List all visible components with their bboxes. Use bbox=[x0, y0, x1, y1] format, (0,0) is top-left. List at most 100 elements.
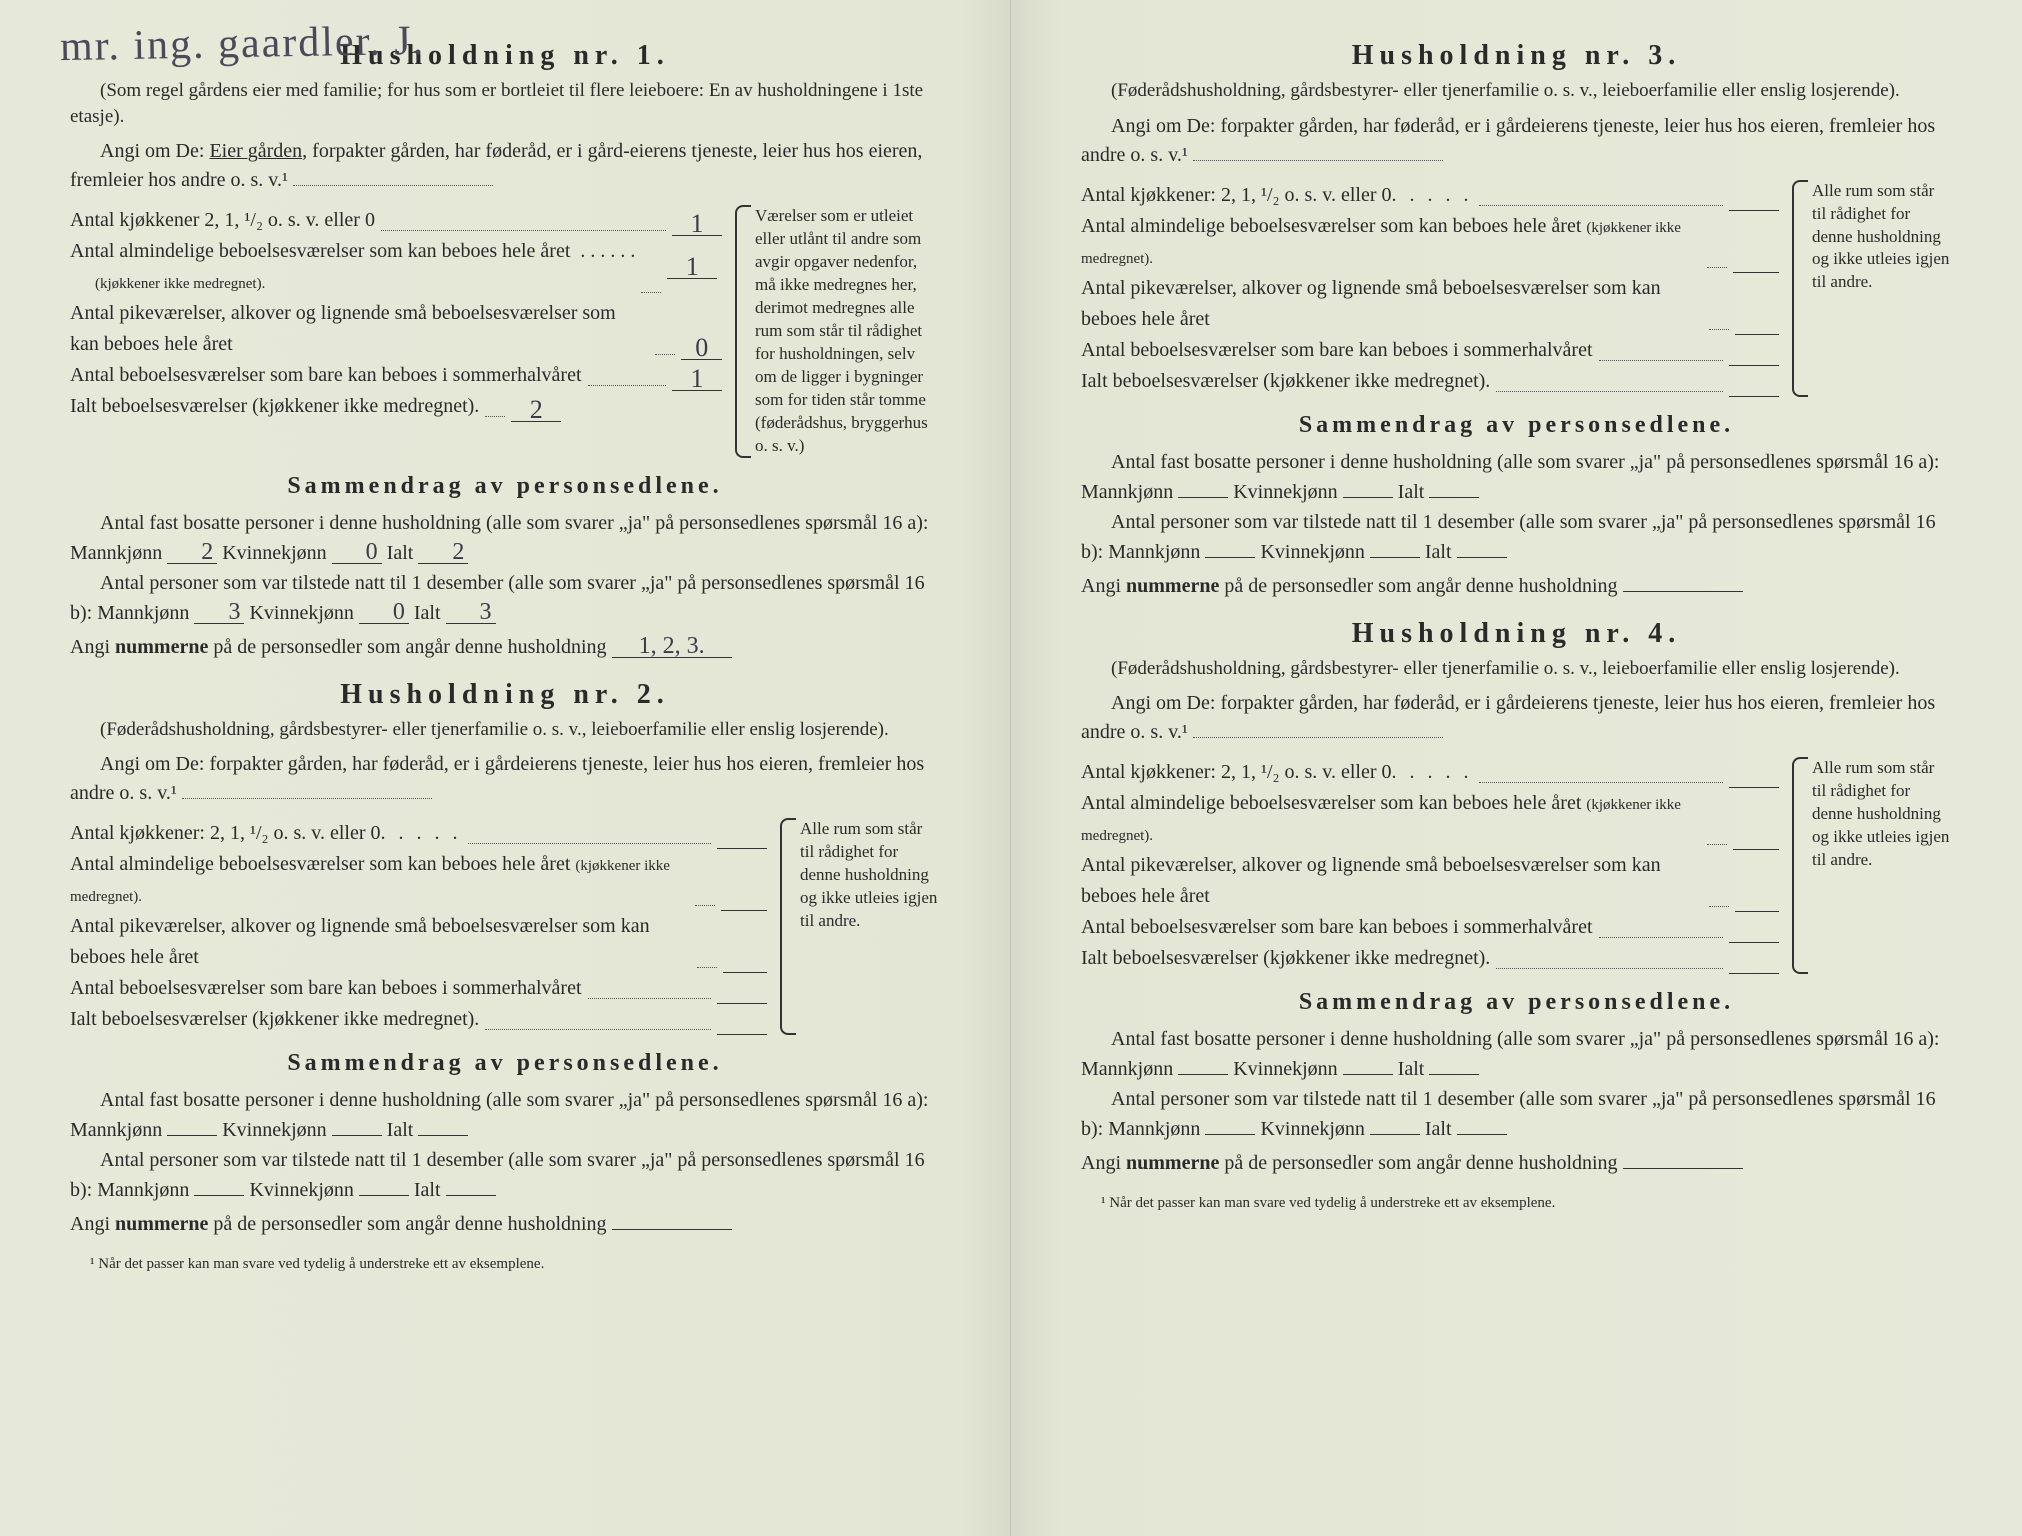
rooms-left: Antal kjøkkener: 2, 1, ¹/₂ o. s. v. elle… bbox=[70, 818, 767, 1035]
summer-value[interactable] bbox=[717, 1003, 767, 1004]
a-ialt-value[interactable] bbox=[418, 1135, 468, 1136]
a-mann-value[interactable] bbox=[167, 1135, 217, 1136]
household-3-title: Husholdning nr. 3. bbox=[1081, 40, 1952, 72]
mann-label: Mannkjønn bbox=[70, 1119, 162, 1141]
summary-16b: Antal personer som var tilstede natt til… bbox=[1081, 1084, 1952, 1144]
kitchen-value[interactable] bbox=[1729, 787, 1779, 788]
kvinne-label: Kvinnekjønn bbox=[222, 542, 326, 564]
a-kvinne-value[interactable] bbox=[1343, 1074, 1393, 1075]
footnote-right: ¹ Når det passer kan man svare ved tydel… bbox=[1081, 1195, 1952, 1212]
summary-16b: Antal personer som var tilstede natt til… bbox=[70, 1145, 940, 1205]
kitchen-label: Antal kjøkkener: 2, 1, ¹/₂ o. s. v. elle… bbox=[70, 818, 381, 849]
summer-row: Antal beboelsesværelser som bare kan beb… bbox=[1081, 335, 1779, 366]
total-value[interactable] bbox=[1729, 396, 1779, 397]
page-right: Husholdning nr. 3. (Føderådshusholdning,… bbox=[1011, 0, 2022, 1536]
total-label: Ialt beboelsesværelser (kjøkkener ikke m… bbox=[70, 391, 479, 422]
b-kvinne-value[interactable]: 0 bbox=[359, 602, 409, 625]
footnote-left: ¹ Når det passer kan man svare ved tydel… bbox=[70, 1256, 940, 1273]
a-kvinne-value[interactable] bbox=[332, 1135, 382, 1136]
b-ialt-value[interactable] bbox=[446, 1195, 496, 1196]
a-mann-value[interactable] bbox=[1178, 1074, 1228, 1075]
total-label: Ialt beboelsesværelser (kjøkkener ikke m… bbox=[1081, 943, 1490, 974]
maid-value[interactable] bbox=[1735, 334, 1779, 335]
b-mann-value[interactable] bbox=[1205, 1134, 1255, 1135]
summer-value[interactable]: 1 bbox=[672, 367, 722, 391]
line16b-text: Antal personer som var tilstede natt til… bbox=[1081, 511, 1936, 563]
summary-16a: Antal fast bosatte personer i denne hush… bbox=[70, 1085, 940, 1145]
angi-underlined: Eier gården bbox=[209, 140, 302, 162]
mann-label: Mannkjønn bbox=[1108, 1118, 1200, 1140]
maid-label: Antal pikeværelser, alkover og lignende … bbox=[1081, 273, 1703, 335]
maid-row: Antal pikeværelser, alkover og lignende … bbox=[1081, 850, 1779, 912]
angi-blank[interactable] bbox=[1193, 160, 1443, 161]
household-4-intro: (Føderådshusholdning, gårdsbestyrer- ell… bbox=[1081, 656, 1952, 682]
angi-num-value[interactable] bbox=[1623, 591, 1743, 592]
total-value[interactable]: 2 bbox=[511, 398, 561, 422]
a-kvinne-value[interactable] bbox=[1343, 497, 1393, 498]
side-note-text: Alle rum som står til rådighet for denne… bbox=[1812, 181, 1949, 292]
maid-value[interactable] bbox=[723, 972, 767, 973]
ialt-label: Ialt bbox=[414, 602, 441, 624]
angi-num-line: Angi nummerne på de personsedler som ang… bbox=[70, 636, 940, 659]
kitchen-value[interactable] bbox=[1729, 210, 1779, 211]
household-2-title: Husholdning nr. 2. bbox=[70, 679, 940, 711]
total-value[interactable] bbox=[1729, 973, 1779, 974]
b-ialt-value[interactable]: 3 bbox=[446, 602, 496, 625]
b-mann-value[interactable] bbox=[194, 1195, 244, 1196]
b-ialt-value[interactable] bbox=[1457, 1134, 1507, 1135]
summer-row: Antal beboelsesværelser som bare kan beb… bbox=[70, 360, 722, 391]
a-mann-value[interactable] bbox=[1178, 497, 1228, 498]
a-ialt-value[interactable] bbox=[1429, 497, 1479, 498]
angi-blank[interactable] bbox=[1193, 737, 1443, 738]
a-kvinne-value[interactable]: 0 bbox=[332, 542, 382, 565]
summer-label: Antal beboelsesværelser som bare kan beb… bbox=[70, 973, 582, 1004]
angi-num-line: Angi nummerne på de personsedler som ang… bbox=[70, 1213, 940, 1236]
b-kvinne-value[interactable] bbox=[1370, 1134, 1420, 1135]
ordinary-value[interactable]: 1 bbox=[667, 255, 717, 279]
angi-num-value[interactable] bbox=[612, 1229, 732, 1230]
side-note-text: Alle rum som står til rådighet for denne… bbox=[1812, 758, 1949, 869]
kitchen-value[interactable] bbox=[717, 848, 767, 849]
mann-label: Mannkjønn bbox=[70, 542, 162, 564]
summary-16b: Antal personer som var tilstede natt til… bbox=[1081, 507, 1952, 567]
angi-num-value[interactable] bbox=[1623, 1168, 1743, 1169]
household-2-intro: (Føderådshusholdning, gårdsbestyrer- ell… bbox=[70, 717, 940, 743]
dots bbox=[641, 292, 661, 293]
angi-blank[interactable] bbox=[182, 798, 432, 799]
dots bbox=[588, 998, 711, 999]
dots bbox=[588, 385, 666, 386]
dots bbox=[1496, 391, 1723, 392]
maid-label: Antal pikeværelser, alkover og lignende … bbox=[1081, 850, 1703, 912]
rooms-left: Antal kjøkkener 2, 1, ¹/₂ o. s. v. eller… bbox=[70, 205, 722, 457]
brace-icon bbox=[780, 818, 796, 1035]
summer-value[interactable] bbox=[1729, 365, 1779, 366]
summary-title-2: Sammendrag av personsedlene. bbox=[70, 1050, 940, 1077]
dots bbox=[655, 354, 675, 355]
ordinary-value[interactable] bbox=[1733, 272, 1779, 273]
angi-blank[interactable] bbox=[293, 185, 493, 186]
kitchen-value[interactable]: 1 bbox=[672, 212, 722, 236]
maid-row: Antal pikeværelser, alkover og lignende … bbox=[70, 298, 722, 360]
maid-value[interactable]: 0 bbox=[681, 336, 722, 360]
a-mann-value[interactable]: 2 bbox=[167, 542, 217, 565]
ordinary-value[interactable] bbox=[721, 910, 767, 911]
a-ialt-value[interactable] bbox=[1429, 1074, 1479, 1075]
b-kvinne-value[interactable] bbox=[359, 1195, 409, 1196]
summary-title-1: Sammendrag av personsedlene. bbox=[70, 473, 940, 500]
b-mann-value[interactable] bbox=[1205, 557, 1255, 558]
b-kvinne-value[interactable] bbox=[1370, 557, 1420, 558]
ordinary-note: (kjøkkener ikke medregnet). bbox=[95, 276, 265, 292]
maid-value[interactable] bbox=[1735, 911, 1779, 912]
b-ialt-value[interactable] bbox=[1457, 557, 1507, 558]
mann-label: Mannkjønn bbox=[97, 602, 189, 624]
summary-title-4: Sammendrag av personsedlene. bbox=[1081, 989, 1952, 1016]
kvinne-label: Kvinnekjønn bbox=[222, 1119, 326, 1141]
a-ialt-value[interactable]: 2 bbox=[418, 542, 468, 565]
nummerne-bold: nummerne bbox=[1126, 1152, 1219, 1174]
total-value[interactable] bbox=[717, 1034, 767, 1035]
angi-num-value[interactable]: 1, 2, 3. bbox=[612, 636, 732, 659]
b-mann-value[interactable]: 3 bbox=[194, 602, 244, 625]
summer-value[interactable] bbox=[1729, 942, 1779, 943]
angi-num-line: Angi nummerne på de personsedler som ang… bbox=[1081, 575, 1952, 598]
ordinary-value[interactable] bbox=[1733, 849, 1779, 850]
